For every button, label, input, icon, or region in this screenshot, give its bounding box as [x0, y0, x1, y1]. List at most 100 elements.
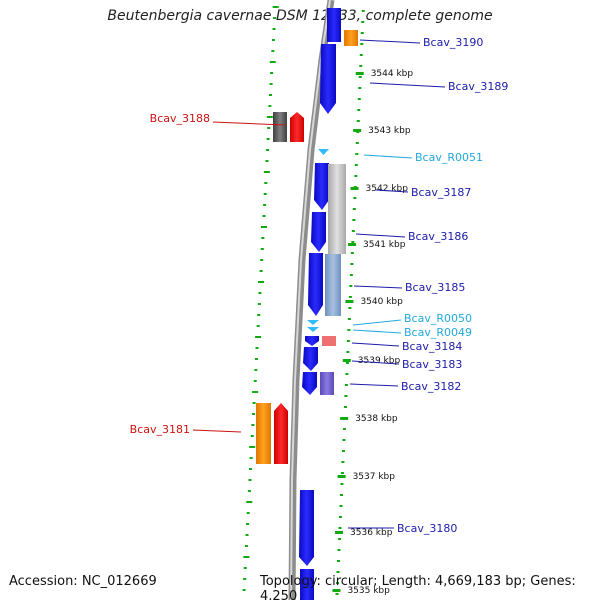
ring-dot [251, 424, 255, 426]
tick-mark [353, 129, 362, 132]
ring-dot [344, 384, 348, 386]
gene-bcav-3185[interactable] [308, 253, 341, 316]
ring-dot [336, 571, 340, 573]
label-leader-line [352, 319, 402, 326]
accession-text: Accession: NC_012669 [9, 574, 157, 589]
genome-title: Beutenbergia cavernae DSM 12333, complet… [107, 8, 493, 24]
ring-dot [246, 501, 253, 503]
gene-bcav-3189[interactable] [320, 44, 336, 114]
ring-dot [264, 182, 268, 184]
ring-dot [243, 578, 247, 580]
ring-dot [253, 380, 257, 382]
ring-dot [349, 285, 353, 287]
ring-dot [267, 127, 271, 129]
gene-bcav-3184[interactable] [305, 336, 336, 346]
outer-ring-left [242, 6, 279, 591]
gene-label[interactable]: Bcav_R0050 [404, 312, 472, 325]
gene-label[interactable]: Bcav_3180 [397, 522, 457, 535]
ring-dot [337, 538, 341, 540]
ring-dot [243, 556, 250, 558]
tick-mark [348, 243, 357, 246]
tick-label: 3540 kbp [360, 297, 403, 307]
tick-label: 3537 kbp [353, 472, 396, 482]
gene-label[interactable]: Bcav_3182 [401, 380, 461, 393]
label-leader-line [353, 285, 403, 289]
gene-bcav-3180[interactable] [299, 490, 314, 600]
ring-dot [258, 292, 262, 294]
label-leader-line [359, 39, 421, 44]
ring-dot [355, 153, 359, 155]
label-leader-line [355, 233, 406, 238]
tick-label: 3535 kbp [347, 586, 390, 596]
ring-dot [242, 589, 246, 591]
label-leader-line [375, 189, 409, 193]
ring-dot [271, 50, 275, 52]
gene-label[interactable]: Bcav_3185 [405, 281, 465, 294]
ring-dot [256, 325, 260, 327]
gene-label[interactable]: Bcav_3186 [408, 230, 468, 243]
gene-bcav-3187[interactable] [314, 163, 346, 254]
label-leader-line [351, 342, 400, 347]
tick-label: 3539 kbp [358, 356, 401, 366]
rna-bcav-r0050[interactable] [307, 320, 319, 325]
ring-dot [344, 395, 348, 397]
ring-dot [357, 109, 361, 111]
ring-dot [255, 347, 259, 349]
topology-text: Topology: circular; Length: 4,669,183 bp… [260, 574, 576, 600]
gene-bcav-3186[interactable] [311, 212, 326, 252]
ring-dot [251, 413, 255, 415]
ring-dot [263, 204, 267, 206]
ring-dot [354, 164, 358, 166]
label-leader-line [192, 429, 242, 433]
ring-dot [271, 39, 275, 41]
ring-dot [249, 446, 256, 448]
outer-ring-right [335, 10, 365, 595]
ring-dot [337, 549, 341, 551]
ring-dot [262, 215, 266, 217]
ring-dot [257, 314, 261, 316]
gene-bcav-3181[interactable] [256, 403, 288, 464]
ring-dot [357, 98, 361, 100]
gene-label[interactable]: Bcav_3181 [130, 423, 190, 436]
tick-mark [335, 531, 344, 534]
ring-dot [359, 65, 363, 67]
gene-label[interactable]: Bcav_3188 [150, 112, 210, 125]
ring-dot [360, 43, 364, 45]
gene-label[interactable]: Bcav_R0051 [415, 151, 483, 164]
gene-label[interactable]: Bcav_3189 [448, 80, 508, 93]
ring-dot [266, 149, 270, 151]
gene-label[interactable]: Bcav_3190 [423, 36, 483, 49]
ring-dot [341, 461, 345, 463]
tick-mark [345, 300, 354, 303]
label-leader-line [363, 154, 413, 159]
tick-label: 3542 kbp [366, 184, 409, 194]
gene-label[interactable]: Bcav_3183 [402, 358, 462, 371]
rna-bcav-r0051[interactable] [318, 149, 329, 155]
ring-dot [340, 472, 344, 474]
ring-dot [360, 32, 364, 34]
ring-dot [245, 534, 249, 536]
label-leader-line [352, 329, 402, 334]
ring-dot [254, 369, 258, 371]
gene-label[interactable]: Bcav_R0049 [404, 326, 472, 339]
ring-dot [350, 252, 354, 254]
ring-dot [361, 21, 365, 23]
rna-bcav-r0049[interactable] [307, 327, 319, 332]
gene-bcav-3188[interactable] [273, 112, 304, 142]
gene-bcav-3182[interactable] [302, 372, 334, 395]
ring-dot [266, 138, 270, 140]
tick-label: 3538 kbp [355, 414, 398, 424]
ring-dot [247, 490, 251, 492]
gene-label[interactable]: Bcav_3187 [411, 186, 471, 199]
gene-label[interactable]: Bcav_3184 [402, 340, 462, 353]
ring-dot [358, 76, 362, 78]
tick-label: 3544 kbp [371, 69, 414, 79]
ring-dot [358, 87, 362, 89]
gene-bcav-3190[interactable] [327, 8, 358, 46]
ring-dot [347, 318, 351, 320]
ring-dot [349, 274, 353, 276]
gene-bcav-3183[interactable] [303, 347, 318, 371]
ring-dot [265, 160, 269, 162]
